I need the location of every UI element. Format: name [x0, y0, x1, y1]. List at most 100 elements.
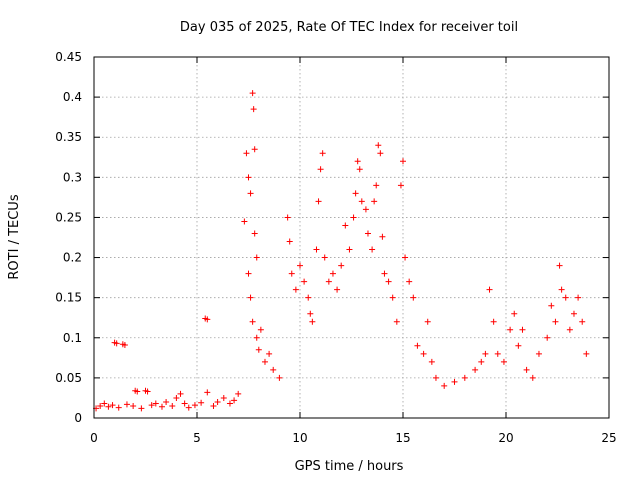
data-point: [379, 233, 386, 240]
data-point: [371, 198, 378, 205]
plot-frame: [93, 56, 610, 419]
data-point: [292, 286, 299, 293]
data-point: [245, 174, 252, 181]
data-point: [249, 90, 256, 97]
data-point: [364, 230, 371, 237]
data-point: [169, 402, 176, 409]
data-point: [305, 294, 312, 301]
data-point: [297, 262, 303, 269]
data-point: [130, 402, 137, 409]
data-point: [486, 286, 493, 293]
data-point: [579, 318, 586, 325]
chart-title: Day 035 of 2025, Rate Of TEC Index for r…: [180, 20, 518, 35]
data-point: [105, 403, 112, 410]
data-point: [385, 278, 392, 285]
data-point: [177, 390, 184, 397]
data-point: [472, 366, 479, 373]
data-point: [261, 358, 268, 365]
data-point: [424, 318, 431, 325]
data-point: [570, 310, 577, 317]
data-point: [334, 286, 341, 293]
data-point: [245, 270, 252, 277]
data-point: [566, 326, 573, 333]
data-point: [313, 246, 320, 253]
data-point: [441, 382, 448, 389]
x-axis-label: GPS time / hours: [295, 459, 404, 474]
data-point: [241, 218, 248, 225]
data-point: [432, 374, 439, 381]
data-point: [257, 326, 264, 333]
data-point: [115, 404, 122, 411]
data-point: [342, 222, 349, 229]
data-point: [329, 270, 336, 277]
data-point: [251, 146, 258, 153]
data-point: [420, 350, 427, 357]
data-point: [494, 350, 501, 357]
gridlines: [94, 57, 609, 418]
data-point: [319, 150, 326, 157]
data-point: [235, 390, 242, 397]
data-point: [288, 270, 295, 277]
data-point: [414, 342, 421, 349]
data-point: [529, 374, 536, 381]
data-point: [173, 394, 180, 401]
data-point: [362, 206, 369, 213]
y-tick-label: 0: [74, 411, 82, 425]
data-point: [138, 405, 145, 412]
y-tick-label: 0.45: [55, 50, 82, 64]
data-point: [373, 182, 380, 189]
data-point: [325, 278, 332, 285]
data-point: [210, 402, 217, 409]
data-point: [321, 254, 328, 261]
data-point: [354, 158, 361, 165]
data-point: [253, 254, 260, 261]
x-tick-label: 25: [601, 431, 616, 445]
data-point: [247, 190, 254, 197]
data-point: [152, 400, 159, 407]
data-point: [583, 350, 590, 357]
y-axis-label: ROTI / TECUs: [7, 194, 22, 279]
data-point: [381, 270, 388, 277]
y-tick-label: 0.35: [55, 130, 82, 144]
x-tick-label: 10: [292, 431, 307, 445]
data-point: [548, 302, 555, 309]
axis-ticks: 0 5 10 15 20 25 0 0.05 0.1 0.15 0.2 0.25 0.3 0.35 0.4 0…: [55, 50, 616, 445]
data-point: [226, 400, 233, 407]
data-point: [402, 254, 409, 261]
data-point: [101, 400, 108, 407]
data-point: [249, 318, 256, 325]
data-point: [482, 350, 489, 357]
data-point: [352, 190, 359, 197]
data-point: [284, 214, 291, 221]
data-point: [185, 404, 192, 411]
data-point: [500, 358, 507, 365]
data-point: [253, 334, 260, 341]
data-point: [191, 402, 198, 409]
data-point: [251, 230, 258, 237]
data-point: [451, 378, 458, 385]
x-tick-label: 5: [193, 431, 201, 445]
data-point: [121, 341, 128, 348]
data-point: [428, 358, 435, 365]
data-point: [556, 262, 563, 269]
scatter-points: [93, 90, 590, 412]
data-point: [109, 402, 116, 409]
data-point: [286, 238, 293, 245]
data-point: [158, 403, 165, 410]
data-point: [406, 278, 413, 285]
data-point: [490, 318, 497, 325]
data-point: [389, 294, 396, 301]
data-point: [575, 294, 582, 301]
data-point: [134, 388, 141, 395]
data-point: [356, 166, 363, 173]
y-tick-label: 0.25: [55, 210, 82, 224]
data-point: [113, 340, 120, 347]
data-point: [231, 397, 238, 404]
data-point: [515, 342, 522, 349]
data-point: [250, 106, 257, 113]
data-point: [535, 350, 542, 357]
x-tick-label: 15: [395, 431, 410, 445]
data-point: [478, 358, 485, 365]
data-point: [204, 389, 211, 396]
data-point: [220, 394, 227, 401]
